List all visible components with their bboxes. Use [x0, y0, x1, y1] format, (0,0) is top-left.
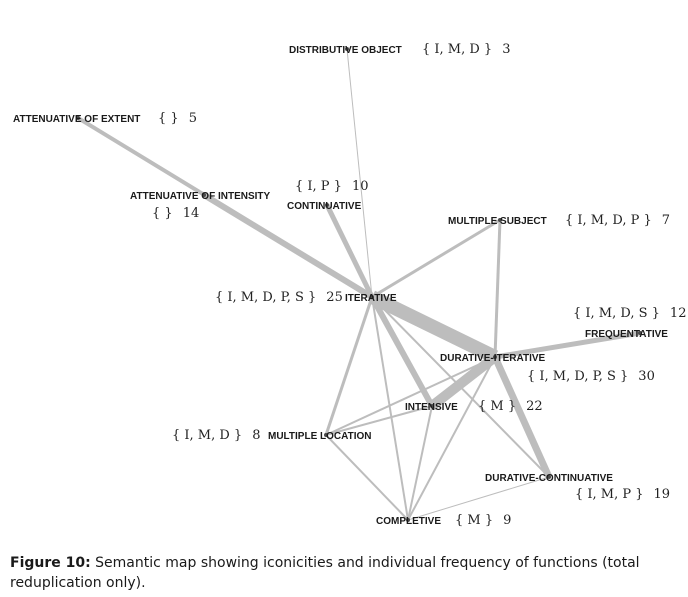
edge-iterative-to-completive: [371, 296, 409, 521]
node-iconicity-set: { I, M, D }: [422, 42, 492, 57]
edge-multiple-location-to-completive: [325, 434, 409, 521]
edge-iterative-to-continuative: [324, 203, 375, 299]
edge-durative-iterative-to-multiple-subject: [493, 219, 502, 358]
edge-iterative-to-distributive-object: [346, 48, 373, 298]
node-frequency: 8: [252, 428, 260, 443]
edge-durative-iterative-to-frequentative: [494, 330, 641, 360]
node-point: [324, 433, 328, 437]
node-durative-iterative: DURATIVE-ITERATIVE { I, M, D, P, S } 30: [440, 353, 655, 384]
node-label: COMPLETIVE: [376, 516, 441, 527]
edge-durative-iterative-to-completive: [407, 356, 496, 521]
node-iconicity-set: { I, M, D, S }: [573, 306, 660, 321]
node-frequentative: FREQUENTATIVE { I, M, D, S } 12: [573, 306, 686, 340]
node-point: [493, 355, 497, 359]
node-durative-continuative: DURATIVE-CONTINUATIVE { I, M, P } 19: [485, 473, 670, 502]
node-iterative: ITERATIVE { I, M, D, P, S } 25: [215, 290, 397, 305]
node-multiple-subject: MULTIPLE SUBJECT { I, M, D, P } 7: [448, 213, 670, 228]
node-frequency: 30: [638, 369, 655, 384]
node-point: [430, 404, 434, 408]
edge-completive-to-durative-continuative: [407, 476, 550, 521]
edge-durative-iterative-to-durative-continuative: [491, 355, 553, 479]
node-frequency: 3: [502, 42, 510, 57]
node-point: [406, 518, 410, 522]
edge-layer: [76, 48, 641, 521]
node-attenuative-extent: ATTENUATIVE OF EXTENT { } 5: [13, 111, 197, 126]
node-intensive: INTENSIVE { M } 22: [405, 399, 543, 414]
node-point: [547, 475, 551, 479]
node-point: [638, 331, 642, 335]
node-point: [202, 193, 206, 197]
edge-durative-iterative-to-intensive: [428, 353, 499, 410]
node-frequency: 5: [189, 111, 197, 126]
node-iconicity-set: { I, M, P }: [575, 487, 644, 502]
node-iconicity-set: { I, M, D }: [172, 428, 242, 443]
edge-iterative-to-multiple-subject: [371, 218, 501, 299]
node-iconicity-set: { I, M, D, P }: [565, 213, 652, 228]
node-frequency: 7: [662, 213, 670, 228]
node-label: MULTIPLE LOCATION: [268, 431, 372, 442]
edge-iterative-to-durative-iterative: [368, 290, 499, 364]
caption-label: Figure 10:: [10, 555, 91, 571]
edge-iterative-to-intensive: [369, 295, 435, 408]
figure-caption: Figure 10: Semantic map showing iconicit…: [10, 553, 678, 593]
node-point: [370, 295, 374, 299]
node-iconicity-set: { }: [158, 111, 179, 126]
node-continuative: CONTINUATIVE { I, P } 10: [287, 179, 369, 212]
node-frequency: 25: [326, 290, 343, 305]
node-frequency: 19: [654, 487, 671, 502]
node-label: ATTENUATIVE OF INTENSITY: [130, 191, 271, 202]
edge-iterative-to-attenuative-intensity: [202, 192, 374, 300]
node-iconicity-set: { I, M, D, P, S }: [527, 369, 628, 384]
edge-durative-iterative-to-multiple-location: [325, 356, 496, 436]
caption-text: Semantic map showing iconicities and ind…: [10, 555, 640, 591]
node-frequency: 10: [352, 179, 369, 194]
node-distributive-object: DISTRIBUTIVE OBJECT { I, M, D } 3: [289, 42, 511, 57]
node-frequency: 12: [670, 306, 687, 321]
node-point: [325, 203, 329, 207]
node-point: [498, 218, 502, 222]
edge-intensive-to-multiple-location: [325, 405, 433, 436]
node-label: FREQUENTATIVE: [585, 329, 668, 340]
edge-intensive-to-completive: [407, 405, 433, 521]
node-label: INTENSIVE: [405, 402, 458, 413]
node-label: DURATIVE-ITERATIVE: [440, 353, 546, 364]
node-label: DISTRIBUTIVE OBJECT: [289, 45, 402, 56]
node-iconicity-set: { I, P }: [295, 179, 342, 194]
node-layer: DISTRIBUTIVE OBJECT { I, M, D } 3 ATTENUATI…: [13, 42, 686, 528]
node-iconicity-set: { I, M, D, P, S }: [215, 290, 316, 305]
node-label: CONTINUATIVE: [287, 201, 362, 212]
node-label: MULTIPLE SUBJECT: [448, 216, 547, 227]
semantic-map: DISTRIBUTIVE OBJECT { I, M, D } 3 ATTENUATI…: [13, 42, 686, 528]
node-label: ATTENUATIVE OF EXTENT: [13, 114, 140, 125]
node-point: [76, 116, 80, 120]
node-frequency: 14: [183, 206, 200, 221]
node-multiple-location: MULTIPLE LOCATION { I, M, D } 8: [172, 428, 372, 443]
node-attenuative-intensity: ATTENUATIVE OF INTENSITY { } 14: [130, 191, 271, 221]
node-point: [345, 47, 349, 51]
node-completive: COMPLETIVE { M } 9: [376, 513, 511, 528]
node-iconicity-set: { M }: [455, 513, 493, 528]
node-label: DURATIVE-CONTINUATIVE: [485, 473, 613, 484]
node-frequency: 22: [526, 399, 543, 414]
edge-iterative-to-multiple-location: [324, 296, 374, 436]
node-iconicity-set: { M }: [478, 399, 516, 414]
node-frequency: 9: [503, 513, 511, 528]
node-label: ITERATIVE: [345, 293, 397, 304]
node-iconicity-set: { }: [152, 206, 173, 221]
